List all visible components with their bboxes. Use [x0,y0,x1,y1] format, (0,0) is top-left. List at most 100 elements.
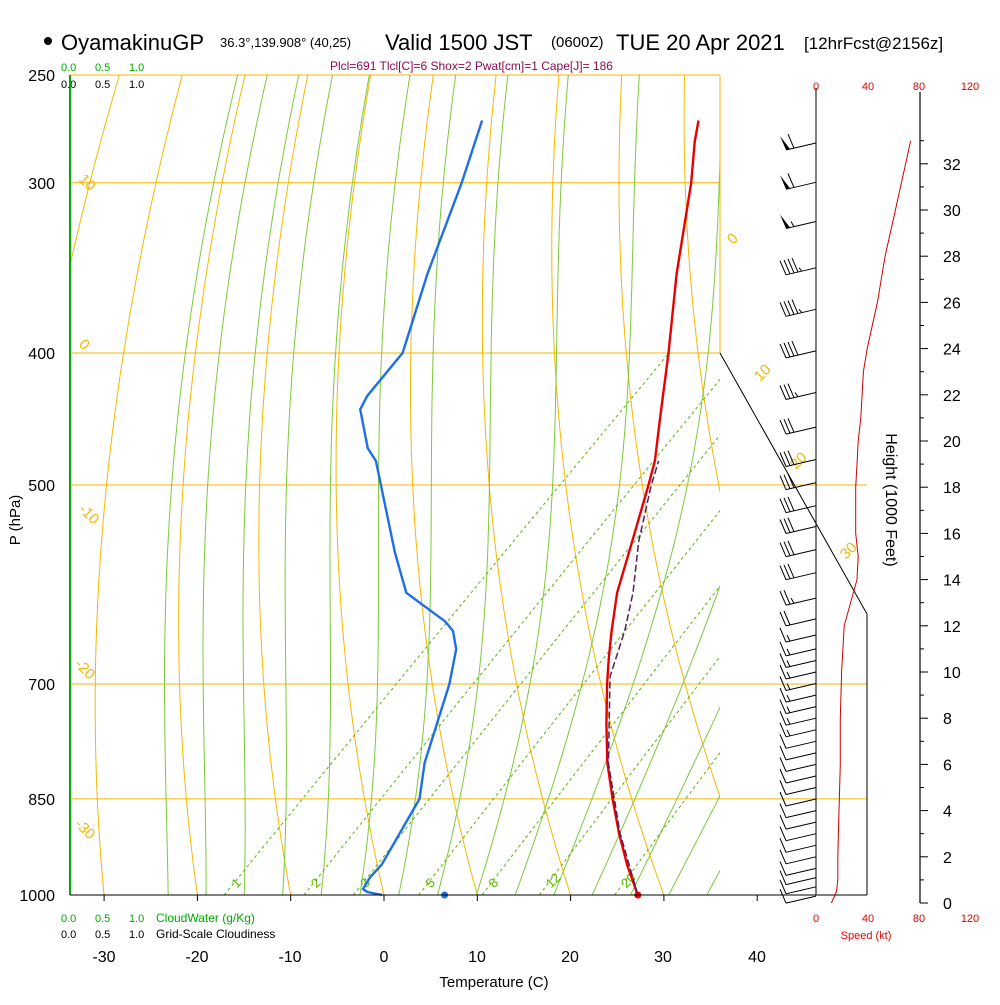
wind-barb [779,473,817,491]
mixing-ratio-label: 5 [422,875,438,891]
barb-flag [787,517,795,532]
mixing-ratio-label: 1 [228,875,244,891]
barb-flag [783,342,791,358]
t-tick-10: 10 [468,949,486,966]
valid-date: TUE 20 Apr 2021 [616,30,785,55]
barb-flag [779,879,787,894]
barb-flag [783,518,791,533]
barb-shaft [785,844,817,853]
moist-adiabat [359,75,411,895]
adiabat-label: 20 [787,449,811,473]
t-tick--30: -30 [92,949,115,966]
t-tick--10: -10 [278,949,301,966]
moist-adiabat [514,75,640,895]
barb-flag [779,803,787,818]
barb-shaft [785,821,817,830]
barb-shaft [785,526,817,534]
barb-shaft [785,752,817,761]
wind-barb [779,341,817,359]
barb-shaft [785,221,817,229]
barb-flag [779,498,787,513]
barb-flag [779,641,787,657]
wind-barb [779,610,817,627]
p-tick-1000: 1000 [19,888,55,905]
moist-adiabat [629,706,720,895]
t-tick-30: 30 [654,949,672,966]
moist-adiabat [164,75,239,895]
p-tick-400: 400 [28,346,55,363]
barb-shaft [785,683,817,691]
mixing-ratio-line [223,352,670,895]
barb-flag [787,473,795,488]
cloud-water-top-2: 1.0 [129,62,144,74]
barb-shaft [785,729,817,738]
barb-flag [787,341,795,357]
barb-half-flag [794,392,799,398]
wind-barb [779,745,817,761]
height-tick-label: 16 [943,526,961,543]
speed-label: Speed (kt) [841,930,892,942]
barb-shaft [785,572,817,581]
barb-flag [783,419,791,434]
t-tick-40: 40 [748,949,766,966]
wind-barb [779,257,817,276]
barb-pennant [780,175,790,190]
dry-adiabat [618,75,720,799]
speed-bottom-0: 0 [813,913,819,925]
dry-adiabat [481,75,572,895]
wind-barb [779,299,817,317]
barb-shaft [785,648,817,657]
barb-shaft [785,833,817,842]
barb-flag [791,341,799,356]
barb-half-flag [786,648,791,656]
height-tick-label: 20 [943,434,961,451]
cloudiness-bottom-1: 0.5 [95,929,110,941]
speed-top-0: 0 [813,81,819,93]
height-tick-label: 28 [943,249,961,266]
barb-flag [783,590,791,605]
barb-shaft [785,671,817,680]
barb-flag [779,711,787,726]
barb-flag [779,699,787,714]
temperature-line [605,120,700,896]
adiabat-label: -20 [71,656,98,683]
barb-shaft [785,482,817,491]
barb-shaft [785,867,817,876]
barb-flag [779,590,787,606]
wind-barb [779,879,817,895]
barb-shaft [785,856,817,865]
barb-shaft [785,810,817,819]
p-tick-700: 700 [28,677,55,694]
height-tick-label: 14 [943,573,961,590]
barb-flag [783,259,791,275]
wind-barb [779,664,817,680]
valid-utc: (0600Z) [551,34,604,51]
wind-barb [779,517,817,534]
mixing-ratio-line [303,378,720,895]
wind-barb [779,590,817,606]
wind-speed-line [830,140,912,904]
barb-pennant [780,136,790,151]
barb-half-flag [786,694,791,702]
height-tick-label: 10 [943,665,961,682]
wind-barb [779,383,817,400]
height-tick-label: 22 [943,388,961,405]
cloudiness-label: Grid-Scale Cloudiness [156,927,275,941]
height-tick-label: 6 [943,757,952,774]
barb-flag [779,664,787,680]
height-axis-title: Height (1000 Feet) [882,433,899,566]
barb-flag [791,299,799,314]
adiabat-label: 0 [75,336,93,354]
height-tick-label: 4 [943,804,952,821]
barb-shaft [785,618,817,627]
mixing-ratio-line [353,434,720,895]
dry-adiabat [995,51,1000,924]
wind-barb [779,826,817,842]
height-tick-label: 18 [943,480,961,497]
barb-shaft [785,787,817,795]
sounding-indices: Plcl=691 Tlcl[C]=6 Shox=2 Pwat[cm]=1 Cap… [330,59,613,73]
barb-flag [779,838,787,853]
barb-shaft [785,886,817,895]
